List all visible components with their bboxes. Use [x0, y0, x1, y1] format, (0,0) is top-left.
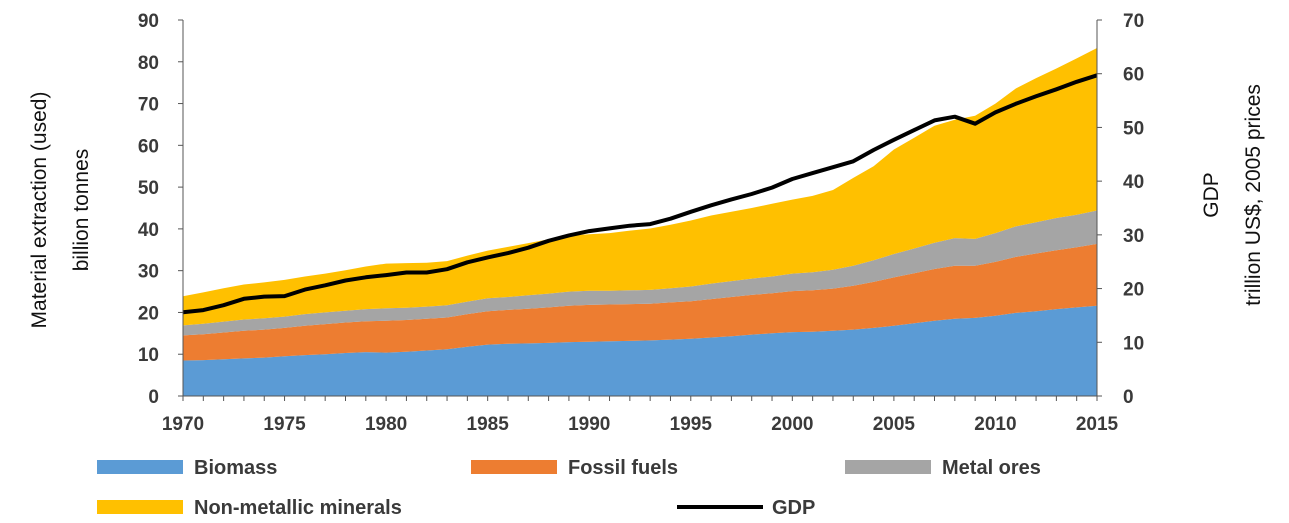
x-tick-label: 2010: [974, 414, 1016, 435]
left-tick-label: 20: [138, 303, 159, 324]
legend-item-gdp: GDP: [677, 497, 815, 519]
left-axis-title-line2: billion tonnes: [70, 149, 93, 272]
legend-swatch-biomass: [97, 460, 183, 474]
x-tick-label: 1980: [365, 414, 407, 435]
right-tick-label: 70: [1123, 11, 1144, 32]
legend-label-non-metallic-minerals: Non-metallic minerals: [194, 497, 402, 519]
left-tick-label: 80: [138, 53, 159, 74]
legend-item-metal-ores: Metal ores: [845, 457, 1041, 479]
left-tick-label: 30: [138, 262, 159, 283]
right-tick-label: 60: [1123, 65, 1144, 86]
left-tick-label: 10: [138, 345, 159, 366]
right-tick-label: 10: [1123, 333, 1144, 354]
legend-swatch-non-metallic-minerals: [97, 500, 183, 514]
right-axis-title: GDP trillion US$, 2005 prices: [1200, 84, 1265, 306]
x-tick-label: 1990: [568, 414, 610, 435]
x-tick-label: 1995: [670, 414, 713, 435]
x-tick-label: 2000: [771, 414, 813, 435]
left-axis-ticks: 0 10 20 30 40 50 60 70 80 90: [138, 11, 183, 408]
stacked-areas: [183, 48, 1097, 396]
right-axis-title-line2: trillion US$, 2005 prices: [1242, 84, 1265, 306]
right-tick-label: 0: [1123, 387, 1134, 408]
x-tick-label: 1970: [162, 414, 204, 435]
left-axis-title-line1: Material extraction (used): [28, 92, 51, 329]
legend-item-non-metallic-minerals: Non-metallic minerals: [97, 497, 402, 519]
left-tick-label: 70: [138, 95, 159, 116]
legend-label-gdp: GDP: [772, 497, 815, 519]
x-tick-label: 2015: [1076, 414, 1119, 435]
legend-item-biomass: Biomass: [97, 457, 277, 479]
legend-label-metal-ores: Metal ores: [942, 457, 1041, 479]
x-tick-label: 1975: [263, 414, 306, 435]
left-tick-label: 60: [138, 136, 159, 157]
legend-label-biomass: Biomass: [194, 457, 277, 479]
x-tick-label: 2005: [873, 414, 916, 435]
right-axis-title-line1: GDP: [1200, 172, 1223, 218]
area-non-metallic-minerals: [183, 48, 1097, 326]
right-tick-label: 20: [1123, 280, 1144, 301]
area-biomass: [183, 305, 1097, 396]
left-tick-label: 90: [138, 11, 159, 32]
left-axis-title: Material extraction (used) billion tonne…: [28, 92, 93, 329]
right-tick-label: 50: [1123, 118, 1144, 139]
line-gdp: [182, 73, 1098, 315]
x-axis-ticks: 1970 1975 1980 1985 1990 1995 2000 2005 2010 2015: [162, 396, 1119, 435]
legend-swatch-metal-ores: [845, 460, 931, 474]
left-tick-label: 50: [138, 178, 159, 199]
right-tick-label: 40: [1123, 172, 1144, 193]
gdp-layer: [182, 73, 1098, 315]
legend-label-fossil-fuels: Fossil fuels: [568, 457, 678, 479]
area-fossil-fuels: [183, 243, 1097, 361]
left-tick-label: 0: [148, 387, 159, 408]
right-axis-ticks: 0 10 20 30 40 50 60 70: [1097, 11, 1144, 408]
area-metal-ores: [183, 210, 1097, 336]
x-tick-label: 1985: [467, 414, 510, 435]
legend-item-fossil-fuels: Fossil fuels: [471, 457, 678, 479]
right-tick-label: 30: [1123, 226, 1144, 247]
legend: Biomass Fossil fuels Metal ores Non-metalli…: [97, 457, 1041, 519]
legend-swatch-fossil-fuels: [471, 460, 557, 474]
left-tick-label: 40: [138, 220, 159, 241]
